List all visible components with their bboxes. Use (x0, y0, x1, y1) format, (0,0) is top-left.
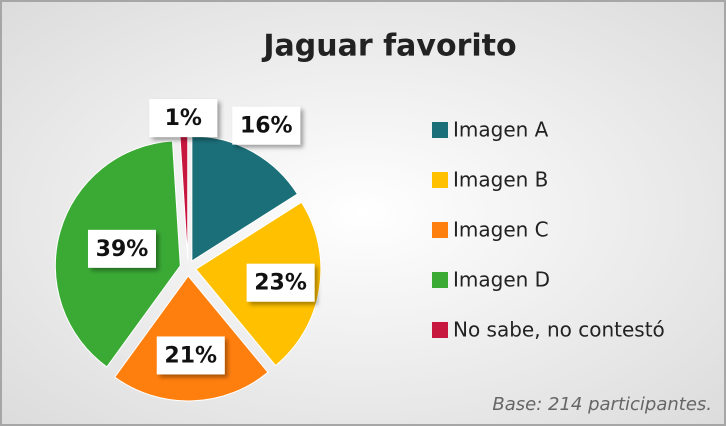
legend-swatch (432, 272, 448, 288)
legend-label: Imagen D (453, 268, 550, 292)
legend-label: Imagen A (453, 118, 549, 142)
data-label: 39% (87, 229, 156, 268)
data-label-box (87, 229, 156, 268)
data-label-text: 16% (240, 114, 293, 139)
legend-label: Imagen C (453, 218, 549, 242)
chart-title: Jaguar favorito (261, 29, 516, 64)
data-label-text: 39% (96, 237, 149, 262)
data-label-box (232, 106, 301, 145)
data-label-text: 1% (165, 106, 202, 131)
legend-swatch (432, 122, 448, 138)
data-label-box (246, 263, 315, 302)
data-label-box (149, 99, 218, 138)
data-label: 21% (156, 336, 225, 375)
data-label: 23% (246, 263, 315, 302)
data-label: 16% (232, 106, 301, 145)
annotation: Base: 214 participantes. (492, 394, 712, 415)
data-label: 1% (149, 99, 218, 138)
data-label-text: 23% (254, 271, 307, 296)
legend-swatch (432, 222, 448, 238)
legend-swatch (432, 322, 448, 338)
data-label-text: 21% (164, 343, 217, 368)
legend-swatch (432, 172, 448, 188)
legend-label: No sabe, no contestó (453, 318, 665, 342)
data-label-box (156, 336, 225, 375)
legend-label: Imagen B (453, 168, 548, 192)
